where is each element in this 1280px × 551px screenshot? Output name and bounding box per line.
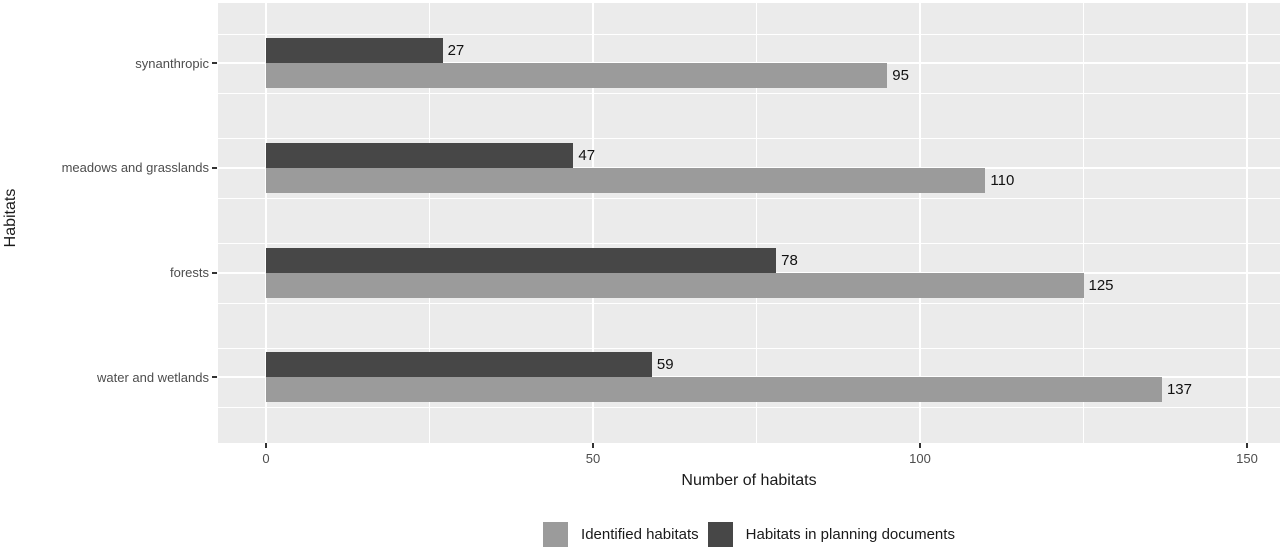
y-axis-title: Habitats [2,188,19,248]
y-axis-category-label: meadows and grasslands [61,160,209,176]
bar-value-label: 125 [1088,276,1114,294]
bar-value-label: 95 [892,67,909,84]
gridline-horizontal-minor [218,93,1280,94]
bar-habitats-in-planning-documents [266,247,777,273]
gridline-horizontal-minor [218,243,1280,245]
gridline-vertical-minor [429,3,430,443]
legend-swatch [707,521,733,547]
gridline-horizontal-minor [218,347,1280,349]
y-axis-tick [212,376,217,379]
legend-label: Habitats in planning documents [745,525,955,543]
gridline-vertical-major [592,3,594,443]
x-axis-tick [592,443,594,448]
bar-habitats-in-planning-documents [266,142,574,168]
gridline-vertical-minor [756,3,757,443]
x-axis-tick [265,443,267,448]
legend-label: Identified habitats [581,525,699,543]
y-axis-tick [212,166,217,169]
bar-identified-habitats [266,63,888,88]
plot-panel: 27 95 47 110 78 125 59 137 [218,3,1280,443]
bar-identified-habitats [266,377,1162,403]
bar-value-label: 59 [656,356,674,374]
x-axis-tick [919,443,921,448]
bar-value-label: 27 [447,42,465,59]
x-axis-tick-label: 100 [909,451,931,466]
gridline-vertical-major [919,3,921,443]
legend-swatch [543,521,569,547]
x-axis-title: Number of habitats [681,472,817,489]
legend-item: Habitats in planning documents [707,521,955,547]
y-axis-category-label: synanthropic [135,55,209,71]
bar-identified-habitats [266,167,986,193]
gridline-vertical-major [265,3,267,443]
gridline-horizontal-minor [218,33,1280,35]
bar-value-label: 110 [990,171,1015,189]
x-axis-tick [1246,443,1248,448]
gridline-vertical-major [1246,3,1248,443]
y-axis-category-label: forests [169,265,209,281]
bar-habitats-in-planning-documents [266,38,443,63]
bar-habitats-in-planning-documents [266,352,652,378]
y-axis-tick [212,271,217,274]
y-axis-category-label: water and wetlands [96,369,209,385]
x-axis-tick-label: 0 [262,451,270,466]
gridline-horizontal-minor [218,407,1280,409]
x-axis-tick-label: 50 [585,451,601,466]
x-axis-tick-label: 150 [1236,451,1258,466]
bar-value-label: 137 [1166,381,1192,399]
gridline-horizontal-minor [218,138,1280,140]
gridline-vertical-minor [1083,3,1084,443]
bar-identified-habitats [266,272,1084,298]
bar-value-label: 78 [781,251,798,269]
bar-value-label: 47 [578,146,596,164]
legend: Identified habitats Habitats in planning … [218,518,1280,550]
y-axis-tick [212,62,217,64]
gridline-horizontal-minor [218,302,1280,304]
gridline-horizontal-minor [218,197,1280,199]
legend-item: Identified habitats [543,521,699,547]
